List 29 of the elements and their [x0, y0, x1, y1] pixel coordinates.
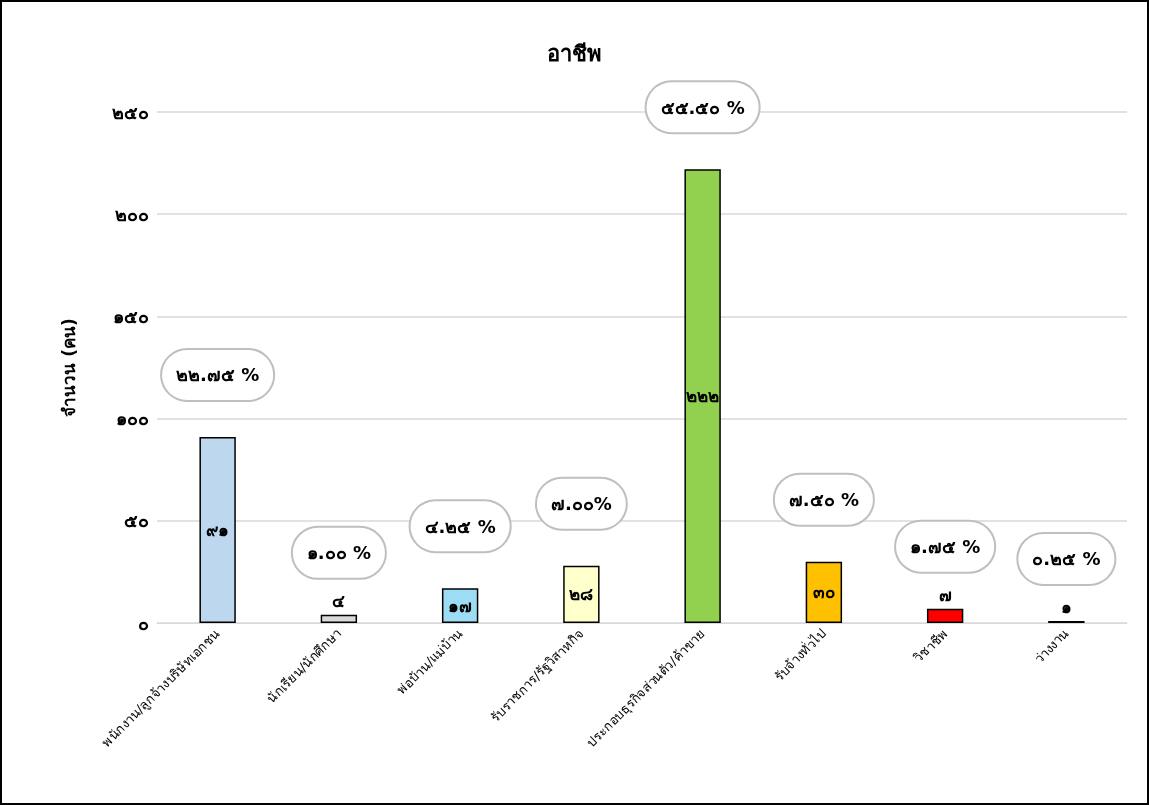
- data-label: ๗: [938, 585, 952, 606]
- annotation: ๕๕.๕๐ %: [660, 96, 745, 118]
- data-label: ๑๗: [448, 595, 473, 616]
- bar: [805, 561, 843, 623]
- annotation: ๑.๗๕ %: [910, 536, 981, 558]
- annotation: ๗.๕๐ %: [788, 489, 859, 511]
- annotation: ๒๒.๗๕ %: [176, 364, 260, 386]
- y-tick-label: ๐: [138, 612, 149, 634]
- bar: [926, 608, 964, 623]
- data-label: ๒๘: [569, 584, 594, 605]
- annotation: ๑.๐๐ %: [306, 542, 371, 564]
- annotation: ๔.๒๕ %: [424, 515, 496, 537]
- chart-title: อาชีพ: [547, 40, 602, 66]
- data-label: ๒๒๒: [686, 386, 720, 407]
- data-label: ๑: [1060, 597, 1072, 618]
- bar: [684, 169, 721, 623]
- data-label: ๔: [332, 591, 346, 612]
- y-tick-label: ๒๕๐: [112, 101, 149, 123]
- bar: [563, 565, 600, 623]
- y-tick-label: ๕๐: [124, 510, 149, 532]
- y-tick-label: ๑๐๐: [116, 408, 149, 430]
- y-tick-label: ๑๕๐: [113, 305, 149, 327]
- annotation: ๗.๐๐%: [550, 493, 612, 515]
- data-label: ๙๑: [206, 520, 230, 540]
- y-tick-label: ๒๐๐: [115, 203, 149, 225]
- y-axis-title: จำนวน (คน): [58, 318, 79, 417]
- bar: [199, 437, 236, 623]
- data-label: ๓๐: [812, 582, 835, 603]
- annotation: ๐.๒๕ %: [1032, 548, 1101, 570]
